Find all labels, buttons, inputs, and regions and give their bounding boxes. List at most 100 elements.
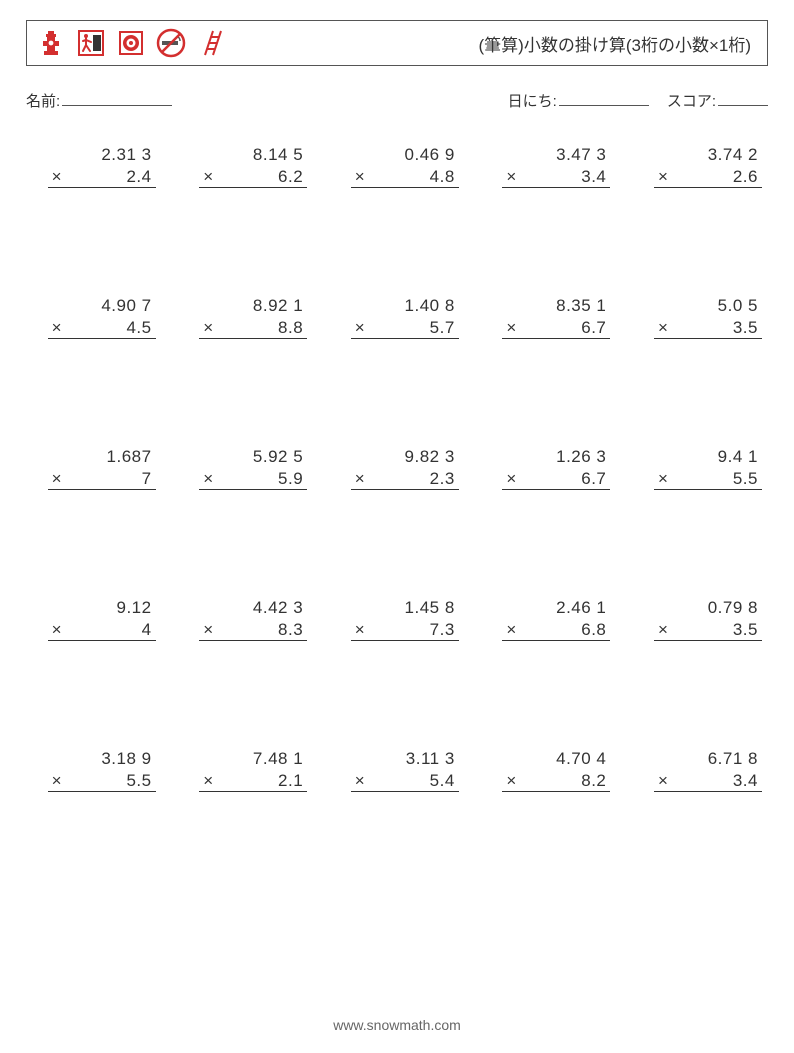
problem-cell: 4.70 4×8.2 [487,749,611,792]
operator-symbol: × [52,167,62,187]
operator-symbol: × [506,318,516,338]
name-blank[interactable] [62,92,172,106]
multiplier: 4 [142,620,152,640]
multiplier-row: ×4.5 [48,318,156,339]
problem-cell: 0.79 8× 3.5 [638,598,762,641]
date-blank[interactable] [559,92,649,106]
multiplier-row: ×8.8 [199,318,307,339]
problem-cell: 9.12×4 [32,598,156,641]
problem-cell: 6.71 8× 3.4 [638,749,762,792]
multiplier: 7.3 [430,620,455,640]
operator-symbol: × [355,318,365,338]
problem-cell: 1.687×7 [32,447,156,490]
score-blank[interactable] [718,92,768,106]
multiplicand: 2.46 1 [502,598,610,618]
problem-cell: 8.35 1×6.7 [487,296,611,339]
multiplier-row: × 2.1 [199,771,307,792]
multiplicand: 9.4 1 [654,447,762,467]
multiplicand: 0.46 9 [351,145,459,165]
operator-symbol: × [506,771,516,791]
multiplier: 5.9 [278,469,303,489]
multiplicand: 1.687 [48,447,156,467]
multiplier: 2.3 [430,469,455,489]
operator-symbol: × [355,771,365,791]
multiplier-row: × 3.5 [654,620,762,641]
multiplier: 6.7 [581,469,606,489]
problem-cell: 3.74 2×2.6 [638,145,762,188]
multiplicand: 9.12 [48,598,156,618]
multiplier: 6.2 [278,167,303,187]
multiplier-row: × 4.8 [351,167,459,188]
footer-url: www.snowmath.com [0,1017,794,1033]
operator-symbol: × [658,318,668,338]
multiplier-row: ×2.6 [654,167,762,188]
operator-symbol: × [355,469,365,489]
problem-cell: 8.14 5×6.2 [184,145,308,188]
multiplicand: 2.31 3 [48,145,156,165]
date-field: 日にち: [508,90,649,111]
header-icons-row [33,25,229,61]
multiplier-row: ×3.5 [654,318,762,339]
multiplier: 4.8 [430,167,455,187]
operator-symbol: × [203,620,213,640]
multiplicand: 3.11 3 [351,749,459,769]
operator-symbol: × [506,620,516,640]
date-label: 日にち: [508,93,557,110]
worksheet-title: (筆算)小数の掛け算(3桁の小数×1桁) [479,31,757,56]
problem-cell: 1.40 8×5.7 [335,296,459,339]
operator-symbol: × [658,620,668,640]
multiplier-row: ×5.5 [48,771,156,792]
operator-symbol: × [52,469,62,489]
multiplicand: 8.35 1 [502,296,610,316]
operator-symbol: × [658,771,668,791]
multiplier: 2.1 [278,771,303,791]
operator-symbol: × [203,318,213,338]
operator-symbol: × [355,167,365,187]
operator-symbol: × [203,771,213,791]
multiplicand: 1.40 8 [351,296,459,316]
multiplicand: 4.42 3 [199,598,307,618]
problem-cell: 3.11 3×5.4 [335,749,459,792]
no-smoking-icon [153,25,189,61]
operator-symbol: × [506,469,516,489]
operator-symbol: × [658,469,668,489]
multiplier-row: ×6.2 [199,167,307,188]
multiplier: 3.4 [733,771,758,791]
problem-cell: 3.47 3×3.4 [487,145,611,188]
operator-symbol: × [52,620,62,640]
multiplier: 3.5 [733,620,758,640]
operator-symbol: × [506,167,516,187]
multiplier-row: × 2.4 [48,167,156,188]
multiplier: 5.5 [126,771,151,791]
operator-symbol: × [355,620,365,640]
problem-cell: 3.18 9×5.5 [32,749,156,792]
multiplier: 6.8 [581,620,606,640]
operator-symbol: × [52,318,62,338]
multiplier: 2.4 [126,167,151,187]
header-box: (筆算)小数の掛け算(3桁の小数×1桁) [26,20,768,66]
problem-cell: 4.42 3×8.3 [184,598,308,641]
multiplicand: 5.0 5 [654,296,762,316]
multiplicand: 3.18 9 [48,749,156,769]
problem-cell: 9.4 1×5.5 [638,447,762,490]
multiplicand: 8.92 1 [199,296,307,316]
multiplicand: 1.26 3 [502,447,610,467]
multiplicand: 4.70 4 [502,749,610,769]
multiplier-row: ×5.5 [654,469,762,490]
name-field: 名前: [26,90,172,111]
multiplier-row: × 6.8 [502,620,610,641]
multiplier-row: × 6.7 [502,469,610,490]
multiplier-row: ×4 [48,620,156,641]
multiplicand: 3.74 2 [654,145,762,165]
multiplicand: 3.47 3 [502,145,610,165]
multiplier-row: ×3.4 [502,167,610,188]
multiplicand: 0.79 8 [654,598,762,618]
multiplier-row: × 2.3 [351,469,459,490]
problem-cell: 4.90 7×4.5 [32,296,156,339]
multiplier-row: ×5.7 [351,318,459,339]
multiplicand: 1.45 8 [351,598,459,618]
multiplier-row: × 7.3 [351,620,459,641]
fire-hydrant-icon [33,25,69,61]
problem-cell: 2.46 1× 6.8 [487,598,611,641]
multiplicand: 6.71 8 [654,749,762,769]
